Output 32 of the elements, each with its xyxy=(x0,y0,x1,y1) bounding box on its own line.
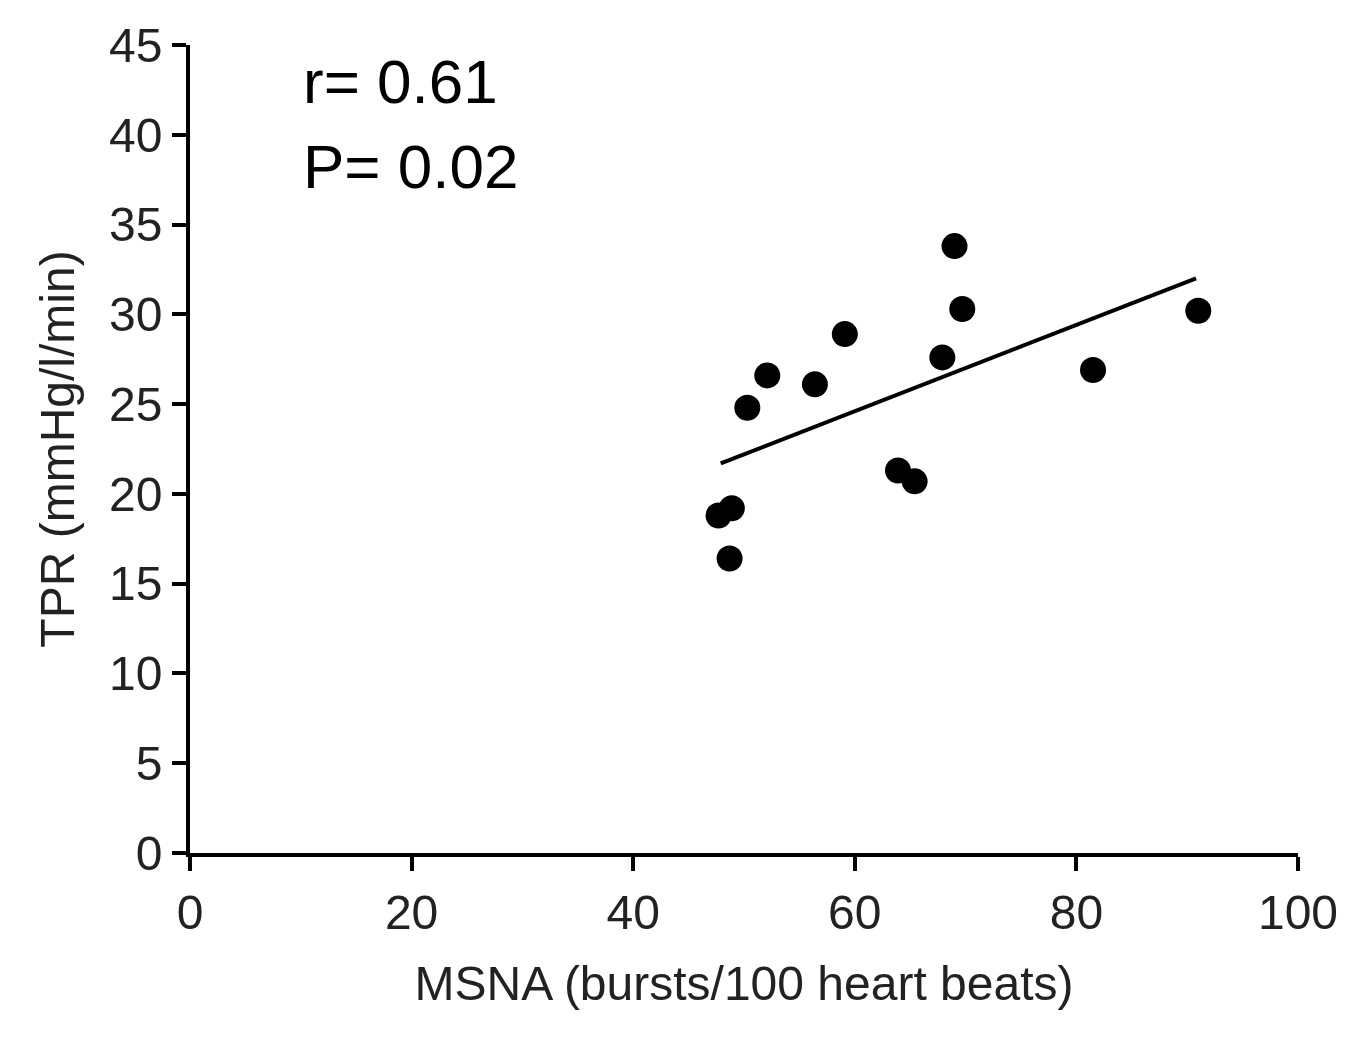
y-tick-label: 40 xyxy=(109,108,163,162)
x-tick-label: 20 xyxy=(384,885,439,939)
annotation: P= 0.02 xyxy=(303,132,519,201)
point xyxy=(1185,297,1212,324)
y-tick-label: 30 xyxy=(109,288,163,342)
point xyxy=(949,295,976,322)
y-tick-label: 10 xyxy=(109,647,163,701)
point xyxy=(1080,357,1107,383)
point xyxy=(716,545,743,572)
x-tick-label: 80 xyxy=(1049,885,1104,939)
point xyxy=(901,468,928,495)
y-tick-label: 45 xyxy=(109,18,163,72)
point xyxy=(718,495,745,522)
point xyxy=(754,362,781,389)
x-axis-title: MSNA (bursts/100 heart beats) xyxy=(414,957,1074,1011)
y-tick-label: 20 xyxy=(109,467,163,521)
x-tick-label: 0 xyxy=(176,885,204,939)
y-tick-label: 15 xyxy=(109,557,163,611)
annotation: r= 0.61 xyxy=(303,47,498,116)
y-tick-label: 0 xyxy=(135,826,163,880)
x-tick-label: 100 xyxy=(1257,885,1339,939)
y-tick-label: 5 xyxy=(135,737,163,791)
point xyxy=(929,344,956,371)
point xyxy=(831,321,858,348)
y-tick-label: 25 xyxy=(109,377,163,431)
y-tick-label: 35 xyxy=(109,198,163,252)
point xyxy=(801,371,828,398)
y-axis-title: TPR (mmHg/l/min) xyxy=(31,250,85,648)
point xyxy=(941,233,968,260)
point xyxy=(734,394,761,421)
x-tick-label: 40 xyxy=(606,885,660,939)
x-tick-label: 60 xyxy=(828,885,882,939)
